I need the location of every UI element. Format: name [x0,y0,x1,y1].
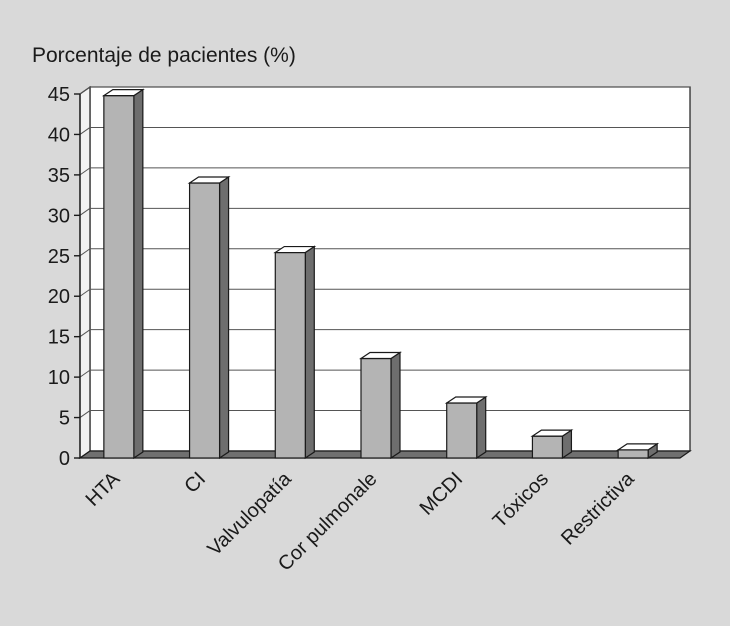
x-category-label: Valvulopatía [203,467,296,560]
x-category-label: HTA [82,468,125,511]
bar-top [187,176,231,184]
gridline-depth [79,288,91,297]
y-tick-label: 5 [59,408,70,430]
bar-top [273,245,317,254]
gridline-depth [79,369,91,378]
bar-side [476,395,487,460]
y-tick-label: 45 [48,84,70,106]
y-tick-label: 25 [48,246,70,268]
bar-top [530,429,574,437]
x-category-label: CI [180,468,210,498]
bar-top [616,443,660,451]
bar [360,357,392,459]
gridline-depth [79,207,91,216]
gridline-depth [79,127,91,135]
bar [531,435,564,459]
y-tick-label: 35 [48,165,70,187]
gridline-depth [79,86,91,95]
bar [274,251,306,459]
bar-top [359,351,402,360]
y-tick-label: 40 [48,124,70,146]
left-wall [79,85,91,460]
y-tick-label: 10 [48,367,70,389]
bar-side [133,88,144,460]
gridline-depth [79,410,91,418]
bar [446,402,478,459]
y-tick-label: 30 [48,205,70,227]
bar-side [304,245,315,460]
gridline-depth [79,329,91,338]
x-category-label: Restrictiva [557,467,639,549]
bar [188,182,221,459]
bar [617,449,649,459]
y-tick-label: 0 [59,448,70,470]
gridline-depth [79,167,91,176]
bar-top [101,89,145,97]
bar [103,95,135,459]
bar-side [390,351,401,460]
bar-top [444,396,488,404]
y-tick-label: 20 [48,286,70,308]
x-category-label: Tóxicos [489,468,553,532]
bar-side [218,175,230,460]
y-axis-label: Porcentaje de pacientes (%) [32,44,296,67]
x-category-label: MCDI [416,468,468,520]
gridline-depth [79,248,91,257]
y-tick-label: 15 [48,327,70,349]
